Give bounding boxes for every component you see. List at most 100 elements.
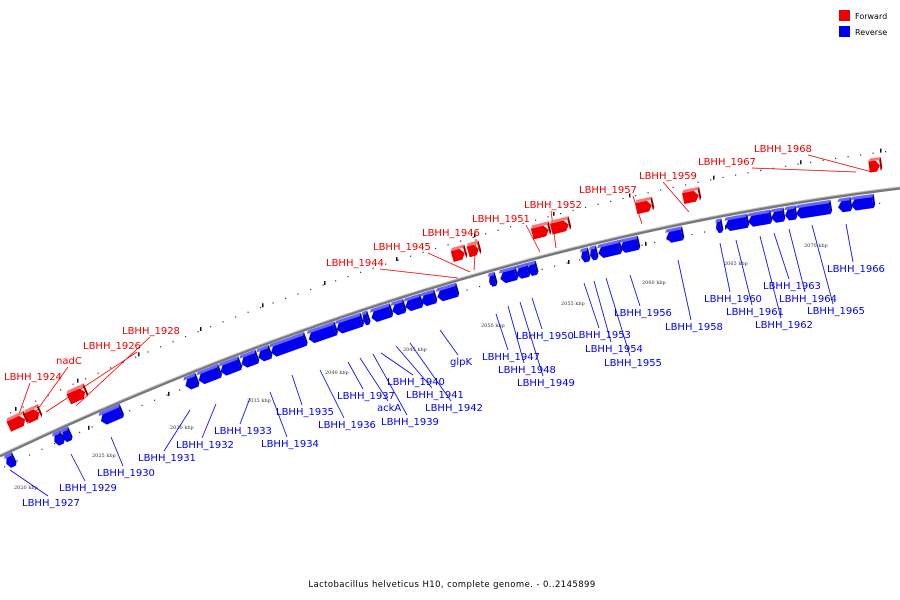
gene-label[interactable]: LBHH_1933 (214, 426, 272, 437)
gene-label[interactable]: LBHH_1952 (524, 200, 582, 211)
gene-label[interactable]: LBHH_1927 (22, 498, 80, 509)
gene-reverse-32[interactable] (795, 199, 833, 219)
gene-label[interactable]: LBHH_1936 (318, 420, 376, 431)
gene-reverse-8[interactable] (255, 344, 273, 363)
gene-reverse-14[interactable] (390, 298, 408, 317)
leader-line (507, 305, 525, 364)
gene-label[interactable]: LBHH_1932 (176, 440, 234, 451)
gene-reverse-19[interactable] (498, 265, 519, 284)
gene-label[interactable]: LBHH_1957 (579, 185, 637, 196)
gene-label[interactable]: LBHH_1958 (665, 322, 723, 333)
gene-reverse-7[interactable] (239, 349, 261, 369)
gene-reverse-4[interactable] (182, 372, 200, 391)
gene-label[interactable]: LBHH_1940 (387, 377, 445, 388)
gene-reverse-20[interactable] (514, 262, 531, 280)
leader-line (45, 351, 138, 413)
gene-label[interactable]: LBHH_1948 (498, 365, 556, 376)
gene-forward-6[interactable] (549, 216, 572, 235)
gene-label[interactable]: LBHH_1935 (276, 407, 334, 418)
gene-label[interactable]: LBHH_1965 (807, 306, 865, 317)
leader-line (380, 352, 414, 376)
gene-label[interactable]: LBHH_1959 (639, 171, 697, 182)
gene-label[interactable]: LBHH_1967 (698, 157, 756, 168)
gene-label[interactable]: ackA (377, 403, 401, 414)
gene-label[interactable]: LBHH_1939 (381, 417, 439, 428)
gene-reverse-21[interactable] (526, 260, 539, 277)
gene-label[interactable]: nadC (56, 356, 82, 367)
gene-reverse-16[interactable] (419, 289, 438, 307)
gene-label[interactable]: LBHH_1944 (326, 258, 384, 269)
gene-label[interactable]: LBHH_1964 (779, 294, 837, 305)
gene-reverse-15[interactable] (403, 293, 424, 313)
gene-label[interactable]: LBHH_1953 (573, 330, 631, 341)
gene-reverse-1[interactable] (51, 429, 66, 447)
gene-reverse-30[interactable] (770, 207, 786, 223)
gene-forward-0[interactable] (5, 410, 29, 432)
gene-label[interactable]: LBHH_1962 (755, 320, 813, 331)
gene-reverse-0[interactable] (3, 452, 18, 469)
gene-label[interactable]: LBHH_1937 (337, 391, 395, 402)
gene-reverse-13[interactable] (369, 303, 394, 323)
gene-label[interactable]: LBHH_1931 (138, 453, 196, 464)
gene-label[interactable]: LBHH_1960 (704, 294, 762, 305)
gene-label[interactable]: LBHH_1956 (614, 308, 672, 319)
gene-label[interactable]: LBHH_1968 (754, 144, 812, 155)
gene-reverse-5[interactable] (196, 363, 223, 386)
gene-reverse-6[interactable] (218, 356, 244, 377)
gene-reverse-34[interactable] (850, 193, 876, 211)
gene-reverse-27[interactable] (714, 218, 724, 234)
gene-label[interactable]: LBHH_1945 (373, 242, 431, 253)
gene-label[interactable]: LBHH_1934 (261, 439, 319, 450)
gene-label[interactable]: LBHH_1949 (517, 378, 575, 389)
gene-forward-4[interactable] (466, 240, 482, 258)
gene-reverse-22[interactable] (579, 247, 591, 263)
gene-reverse-17[interactable] (435, 282, 460, 303)
gene-reverse-24[interactable] (596, 239, 623, 259)
gene-forward-1[interactable] (23, 404, 43, 424)
leader-line (773, 232, 790, 280)
gene-reverse-29[interactable] (747, 209, 773, 228)
gene-label[interactable]: LBHH_1950 (516, 331, 574, 342)
gene-reverse-33[interactable] (837, 197, 853, 213)
gene-label[interactable]: LBHH_1947 (482, 352, 540, 363)
scale-tick-label: 2060 kbp (642, 280, 666, 286)
gene-forward-5[interactable] (530, 221, 552, 240)
gene-label[interactable]: LBHH_1963 (763, 281, 821, 292)
gene-forward-9[interactable] (868, 156, 883, 173)
gene-reverse-3[interactable] (98, 403, 126, 426)
gene-label[interactable]: LBHH_1946 (422, 228, 480, 239)
gene-reverse-2[interactable] (59, 426, 74, 443)
gene-label[interactable]: LBHH_1941 (406, 390, 464, 401)
gene-reverse-31[interactable] (784, 205, 798, 221)
gene-forward-3[interactable] (450, 244, 468, 262)
gene-reverse-28[interactable] (724, 213, 750, 232)
gene-reverse-25[interactable] (618, 235, 641, 254)
gene-label[interactable]: LBHH_1955 (604, 358, 662, 369)
scale-tick-label: 2025 kbp (92, 453, 116, 459)
legend-forward-label: Forward (855, 12, 887, 21)
gene-label[interactable]: LBHH_1926 (83, 341, 141, 352)
gene-reverse-12[interactable] (360, 310, 371, 326)
gene-label[interactable]: LBHH_1929 (59, 483, 117, 494)
gene-forward-7[interactable] (634, 196, 655, 215)
leader-line (163, 409, 191, 452)
gene-reverse-11[interactable] (334, 312, 365, 335)
gene-label[interactable]: LBHH_1930 (97, 468, 155, 479)
gene-label[interactable]: LBHH_1961 (726, 307, 784, 318)
gene-reverse-23[interactable] (588, 245, 599, 261)
gene-label[interactable]: glpK (450, 357, 472, 368)
gene-label[interactable]: LBHH_1928 (122, 326, 180, 337)
gene-reverse-9[interactable] (268, 331, 308, 358)
gene-label[interactable]: LBHH_1924 (4, 372, 62, 383)
gene-label[interactable]: LBHH_1942 (425, 403, 483, 414)
gene-label[interactable]: LBHH_1951 (472, 214, 530, 225)
gene-forward-2[interactable] (65, 383, 89, 405)
gene-reverse-18[interactable] (487, 271, 498, 288)
lower-tick-7 (568, 260, 570, 265)
gene-reverse-26[interactable] (664, 226, 685, 243)
gene-reverse-10[interactable] (306, 321, 339, 344)
leader-line (70, 453, 86, 482)
gene-label[interactable]: LBHH_1954 (585, 344, 643, 355)
gene-label[interactable]: LBHH_1966 (827, 264, 885, 275)
gene-forward-8[interactable] (681, 186, 702, 205)
